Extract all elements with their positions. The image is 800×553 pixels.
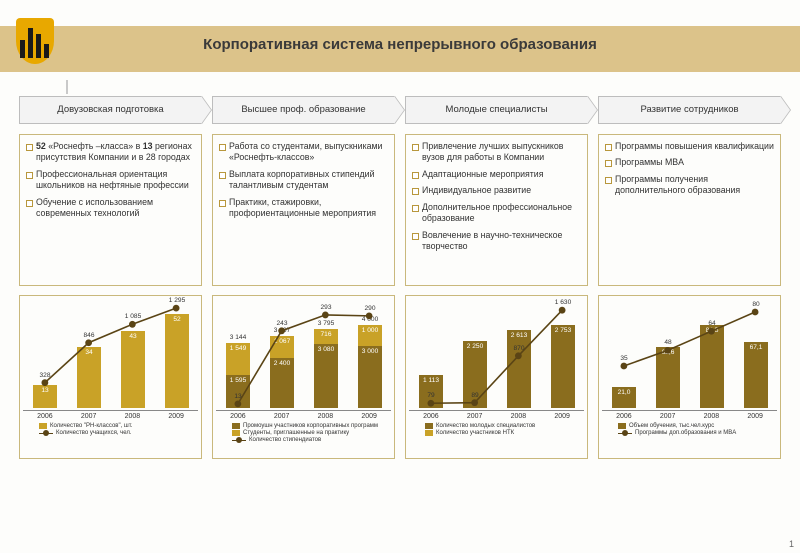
bullet-box: Привлечение лучших выпускников вузов для… <box>405 134 588 286</box>
page-number: 1 <box>789 539 794 549</box>
section-tab: Молодые специалисты <box>405 96 588 124</box>
rosneft-logo <box>16 18 54 70</box>
section-tab: Развитие сотрудников <box>598 96 781 124</box>
page-title: Корпоративная система непрерывного образ… <box>0 36 800 53</box>
bullet-box: Программы повышения квалификацииПрограмм… <box>598 134 781 286</box>
columns-container: Довузовская подготовка 52 «Роснефть –клас… <box>19 96 781 459</box>
separator <box>66 80 68 94</box>
bullet-box: 52 «Роснефть –класса» в 13 регионах прис… <box>19 134 202 286</box>
chart-box: 21,062,684,567,1354864802006200720082009… <box>598 295 781 459</box>
chart-box: 1 1132 2502 6132 75379898701 63020062007… <box>405 295 588 459</box>
chart-box: 133443523288461 0851 2952006200720082009… <box>19 295 202 459</box>
bullet-box: Работа со студентами, выпускниками «Росн… <box>212 134 395 286</box>
section-tab: Высшее проф. образование <box>212 96 395 124</box>
chart-box: 1 5951 5493 1442 4001 0673 4673 0807163 … <box>212 295 395 459</box>
section-tab: Довузовская подготовка <box>19 96 202 124</box>
